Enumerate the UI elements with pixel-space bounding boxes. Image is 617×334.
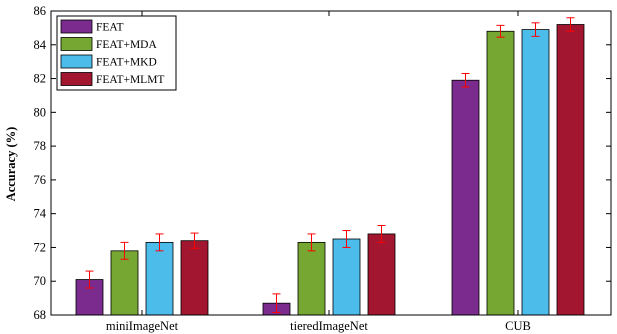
bar — [332, 238, 361, 316]
y-axis-title: Accuracy (%) — [4, 127, 18, 202]
legend-swatch — [60, 37, 93, 51]
bar — [451, 79, 480, 316]
y-tick-label: 68 — [34, 308, 47, 322]
y-tick-label: 78 — [34, 139, 47, 153]
bar — [110, 250, 139, 316]
y-tick-label: 70 — [34, 274, 47, 288]
plot-area: 68 70 72 74 76 78 80 82 84 86 miniImageNet tieredIm… — [34, 4, 612, 333]
bar — [180, 240, 209, 316]
y-tick-label: 86 — [34, 4, 47, 18]
legend-label: FEAT+MKD — [96, 57, 157, 69]
y-tick-label: 84 — [34, 38, 47, 52]
legend: FEAT FEAT+MDA FEAT+MKD FEAT+MLMT — [56, 15, 177, 91]
legend-swatch — [60, 72, 93, 86]
y-tick-label: 82 — [34, 72, 47, 86]
y-tick-label: 76 — [34, 173, 47, 187]
bar — [145, 241, 174, 316]
legend-label: FEAT+MDA — [96, 39, 157, 51]
legend-swatch — [60, 19, 93, 34]
legend-swatch — [60, 54, 93, 69]
bar — [486, 30, 515, 316]
x-tick-label: tieredImageNet — [290, 319, 368, 333]
axes-box — [50, 10, 612, 316]
y-tick-label: 74 — [34, 207, 47, 221]
legend-label: FEAT+MLMT — [96, 74, 164, 86]
legend-label: FEAT — [96, 22, 123, 34]
bar — [367, 233, 396, 316]
x-tick-label: miniImageNet — [106, 319, 179, 333]
bar — [556, 24, 585, 316]
y-tick-label: 80 — [34, 105, 47, 119]
bar — [297, 241, 326, 316]
bar — [521, 29, 550, 316]
x-tick-label: CUB — [505, 319, 531, 333]
y-tick-label: 72 — [34, 240, 47, 254]
